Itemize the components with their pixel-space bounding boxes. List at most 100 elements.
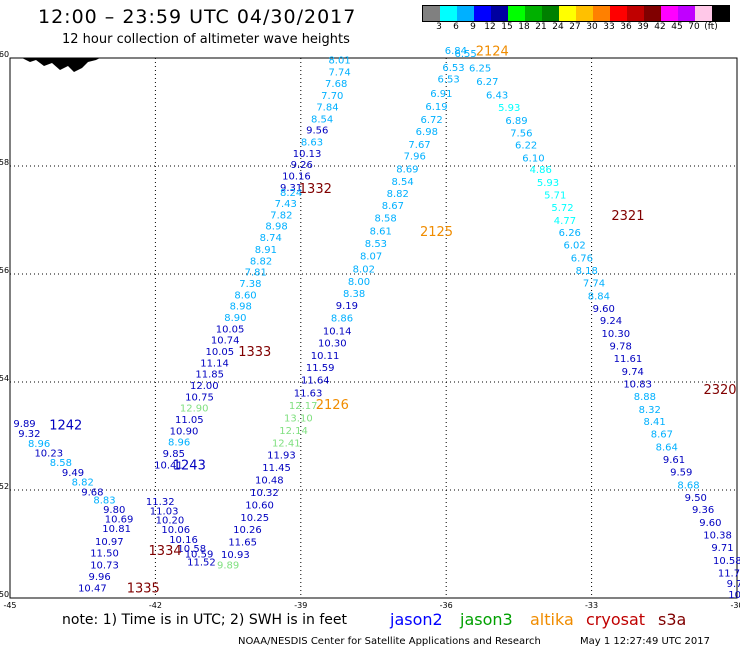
wave-height-value: 8.82: [250, 256, 272, 267]
legend-label: 12: [484, 22, 496, 32]
wave-height-value: 11.64: [301, 376, 330, 387]
legend-label: 39: [637, 22, 649, 32]
legend-swatch: [491, 6, 508, 21]
lat-tick-label: 60: [0, 50, 9, 59]
wave-height-value: 9.59: [670, 467, 692, 478]
wave-height-value: 11.03: [150, 506, 179, 517]
mission-label-altika: altika: [530, 610, 574, 629]
wave-height-value: 11.74: [718, 568, 740, 579]
wave-height-value: 10.30: [318, 338, 347, 349]
wave-height-value: 8.18: [576, 266, 598, 277]
wave-height-value: 9.31: [280, 183, 302, 194]
wave-height-value: 9.85: [163, 449, 185, 460]
lon-tick-label: -36: [440, 601, 453, 610]
wave-height-value: 8.24: [280, 188, 302, 199]
wave-height-value: 9.96: [89, 572, 111, 583]
wave-height-value: 10.58: [713, 556, 740, 567]
wave-height-value: 10.58: [177, 544, 206, 555]
wave-height-value: 6.91: [430, 89, 452, 100]
wave-height-value: 8.58: [50, 458, 72, 469]
wave-height-value: 8.98: [265, 222, 287, 233]
lon-tick-label: -39: [294, 601, 307, 610]
pass-number-label: 2124: [476, 44, 509, 59]
wave-height-value: 8.88: [634, 392, 656, 403]
wave-height-value: 9.78: [610, 342, 632, 353]
legend-swatch: [474, 6, 491, 21]
wave-height-value: 8.01: [328, 55, 350, 66]
wave-height-value: 5.72: [551, 203, 573, 214]
legend-swatch: [508, 6, 525, 21]
wave-height-value: 10.47: [78, 584, 107, 595]
wave-height-value: 6.10: [522, 154, 544, 165]
wave-height-value: 8.82: [72, 478, 94, 489]
wave-height-value: 6.43: [486, 91, 508, 102]
legend-label: 36: [620, 22, 632, 32]
wave-height-value: 10.14: [323, 326, 352, 337]
wave-height-value: 7.81: [245, 268, 267, 279]
wave-height-value: 5.71: [544, 190, 566, 201]
wave-height-value: 10.05: [206, 347, 235, 358]
wave-height-value: 9.60: [699, 518, 721, 529]
wave-height-value: 6.02: [564, 241, 586, 252]
wave-height-value: 7.74: [583, 278, 605, 289]
wave-height-value: 9.50: [685, 493, 707, 504]
wave-height-value: 11.93: [267, 451, 296, 462]
wave-height-value: 9.80: [103, 505, 125, 516]
wave-height-value: 9.60: [593, 304, 615, 315]
legend-swatch: [525, 6, 542, 21]
wave-height-value: 10.20: [156, 515, 185, 526]
legend-label: 70: [688, 22, 700, 32]
wave-height-value: 7.67: [408, 140, 430, 151]
wave-height-value: 7.84: [316, 102, 338, 113]
wave-height-value: 8.02: [353, 264, 375, 275]
wave-height-value: 9.49: [62, 468, 84, 479]
wave-height-value: 10.41: [154, 460, 183, 471]
legend-swatch: [695, 6, 712, 21]
wave-height-value: 6.72: [421, 115, 443, 126]
wave-height-value: 10.73: [90, 560, 119, 571]
wave-height-value: 10.59: [185, 550, 214, 561]
pass-number-label: 1335: [127, 582, 160, 597]
wave-height-value: 6.53: [437, 74, 459, 85]
wave-height-value: 8.68: [677, 480, 699, 491]
mission-label-jason3: jason3: [460, 610, 513, 629]
legend-label: 30: [586, 22, 598, 32]
wave-height-value: 6.27: [476, 77, 498, 88]
legend-label: 21: [535, 22, 547, 32]
footnote: note: 1) Time is in UTC; 2) SWH is in fe…: [62, 612, 348, 628]
wave-height-value: 11.50: [90, 548, 119, 559]
legend-label: 27: [569, 22, 581, 32]
coastline-shape: [22, 58, 100, 72]
wave-height-value: 4.77: [554, 216, 576, 227]
lat-tick-label: 54: [0, 374, 9, 383]
wave-height-value: 7.82: [270, 210, 292, 221]
legend-label: 6: [453, 22, 459, 32]
mission-label-cryosat: cryosat: [586, 610, 646, 629]
legend-label: (ft): [704, 22, 718, 32]
legend-swatch: [559, 6, 576, 21]
wave-height-value: 13.10: [284, 413, 313, 424]
wave-height-value: 4.86: [530, 165, 552, 176]
wave-height-value: 8.07: [360, 251, 382, 262]
wave-height-value: 7.38: [239, 279, 261, 290]
wave-height-value: 6.22: [515, 141, 537, 152]
wave-height-value: 10.16: [169, 535, 198, 546]
legend-label: 9: [470, 22, 476, 32]
wave-height-value: 6.26: [559, 228, 581, 239]
legend-swatch: [423, 6, 440, 21]
wave-height-value: 10.69: [105, 514, 134, 525]
legend-swatch: [593, 6, 610, 21]
wave-height-value: 7.68: [325, 79, 347, 90]
wave-height-value: 11.05: [175, 415, 204, 426]
wave-height-value: 10.32: [250, 488, 279, 499]
wave-height-value: 7.96: [404, 152, 426, 163]
wave-height-value: 11.32: [146, 497, 175, 508]
wave-height-value: 10.97: [95, 537, 124, 548]
wave-height-value: 10.48: [255, 476, 284, 487]
wave-height-value: 12.17: [289, 401, 318, 412]
pass-number-label: 1333: [238, 345, 271, 360]
wave-height-value: 10: [728, 590, 740, 601]
wave-height-value: 8.64: [656, 443, 678, 454]
wave-height-value: 11.65: [228, 538, 257, 549]
